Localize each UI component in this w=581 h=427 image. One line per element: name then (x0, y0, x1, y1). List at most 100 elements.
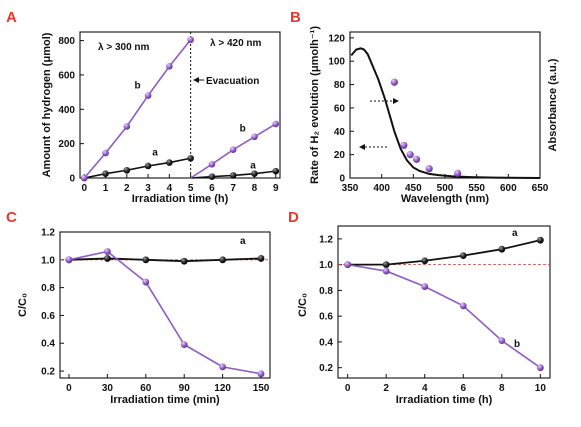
series-a-point-c (103, 255, 111, 262)
annotation-uv: λ > 300 nm (98, 42, 150, 53)
x-tick-label-a: 6 (209, 183, 215, 194)
panel-d: D 0 2 4 6 8 10 0.2 0.4 0.6 0.8 1.0 1.2 a b Irradiatio… (288, 209, 551, 406)
series-b-point (187, 36, 194, 44)
y-tick-label-b: 20 (334, 150, 346, 161)
series-b-point-d (421, 283, 429, 290)
series-b-point-d (344, 261, 352, 269)
y-tick-label-d: 0.6 (319, 312, 333, 323)
x-tick-label-c: 150 (253, 383, 270, 394)
y-tick-label-b: 40 (334, 127, 346, 138)
panel-label-c: C (6, 209, 17, 226)
series-a-line-1 (84, 157, 191, 179)
plot-frame-a (79, 31, 281, 179)
series-b-point (251, 133, 258, 141)
series-b-point-c (180, 341, 188, 349)
series-b-point (102, 149, 109, 157)
panel-a: A 0 1 2 3 4 5 6 7 8 9 0 200 400 600 800 b a b a Irradiatio… (6, 9, 281, 205)
series-a-point-c (142, 256, 150, 264)
series-b-point-c (257, 370, 265, 378)
series-label-a-vis: a (250, 161, 256, 172)
series-a-point (272, 167, 280, 175)
x-tick-label-d: 10 (535, 383, 547, 394)
panel-b: B 350 400 450 500 550 600 650 0 20 40 60 80 100 120 W… (290, 9, 559, 205)
series-a-point-c (219, 256, 227, 264)
y-tick-label-c: 0.6 (41, 311, 55, 322)
series-b-line-c (68, 250, 262, 375)
plot-frame-b (349, 31, 541, 179)
series-a-point (144, 162, 152, 170)
series-a-point-d (421, 257, 429, 265)
x-tick-label-d: 2 (383, 383, 389, 394)
x-tick-label-a: 8 (252, 183, 258, 194)
x-tick-label-b: 350 (342, 183, 359, 194)
annotation-visible: λ > 420 nm (210, 38, 262, 49)
x-tick-label-c: 60 (140, 383, 152, 394)
plot-area-d: 0 2 4 6 8 10 0.2 0.4 0.6 0.8 1.0 1.2 a b (319, 228, 550, 394)
series-label-a-d: a (512, 228, 518, 239)
x-tick-label-a: 1 (103, 183, 109, 194)
series-a-point-d (459, 252, 467, 260)
series-b-point-c (219, 363, 227, 371)
series-label-a-uv: a (152, 148, 158, 159)
x-tick-label-d: 6 (460, 383, 466, 394)
series-a-point-d (382, 261, 390, 269)
series-a-point (166, 159, 173, 166)
y-tick-label-d: 0.4 (319, 337, 333, 348)
y-tick-label-c: 1.2 (41, 228, 55, 239)
y-axis-label-d: C/C₀ (297, 293, 309, 317)
series-a-point (123, 166, 131, 174)
x-tick-label-a: 4 (167, 183, 173, 194)
absorbance-curve (350, 47, 541, 179)
y-tick-label-b: 60 (334, 103, 346, 114)
x-tick-label-a: 3 (145, 183, 151, 194)
h2-rate-point (425, 165, 433, 173)
annotation-evacuation: Evacuation (206, 76, 259, 87)
y-tick-label-b: 120 (328, 33, 345, 44)
panel-label-a: A (6, 9, 17, 26)
series-b-point (144, 92, 152, 99)
series-b-point-d (382, 267, 390, 275)
y-tick-label-c: 1.0 (41, 255, 55, 266)
x-tick-label-b: 500 (437, 183, 454, 194)
series-b-point (272, 120, 280, 128)
series-a-line-c (68, 257, 262, 263)
plot-area-b: 350 400 450 500 550 600 650 0 20 40 60 80 100 120 (328, 33, 548, 194)
plot-frame-c (59, 231, 271, 379)
series-b-line-d (347, 263, 541, 369)
panel-label-b: B (290, 9, 301, 26)
x-tick-label-a: 9 (273, 183, 279, 194)
y-tick-label-c: 0.2 (41, 367, 55, 378)
y-axis-label-right-b: Absorbance (a.u.) (547, 58, 559, 151)
series-b-point (123, 123, 131, 130)
x-tick-label-c: 120 (214, 383, 231, 394)
x-axis-label-a: Irradiation time (h) (132, 193, 229, 205)
h2-rate-point (406, 151, 414, 159)
x-tick-label-b: 400 (373, 183, 390, 194)
x-tick-label-d: 0 (345, 383, 351, 394)
x-tick-label-b: 450 (405, 183, 422, 194)
series-a-point-c (180, 257, 188, 265)
plot-area-a: 0 1 2 3 4 5 6 7 8 9 0 200 400 600 800 b a b a (58, 32, 280, 194)
y-axis-label-a: Amount of hydrogen (μmol) (41, 32, 53, 177)
x-tick-label-a: 0 (81, 183, 87, 194)
h2-rate-point (454, 169, 462, 177)
x-axis-label-d: Irradiation time (h) (396, 394, 493, 406)
series-b-point (166, 63, 173, 70)
h2-rate-point (412, 155, 421, 163)
series-b-point-d (536, 364, 544, 372)
series-b-point-d (498, 337, 506, 345)
x-tick-label-b: 600 (500, 183, 517, 194)
series-label-b-d: b (514, 339, 520, 350)
plot-frame-d (337, 225, 551, 379)
series-a-line-d (347, 239, 541, 266)
series-b-point-c (65, 256, 73, 264)
x-axis-label-b: Wavelength (nm) (401, 193, 490, 205)
series-a-point-c (257, 255, 265, 262)
x-tick-label-a: 5 (188, 183, 194, 194)
y-tick-label-a: 800 (58, 36, 75, 47)
x-tick-label-c: 30 (102, 383, 114, 394)
series-b-point-d (459, 302, 467, 310)
series-b-line-1 (83, 39, 192, 179)
